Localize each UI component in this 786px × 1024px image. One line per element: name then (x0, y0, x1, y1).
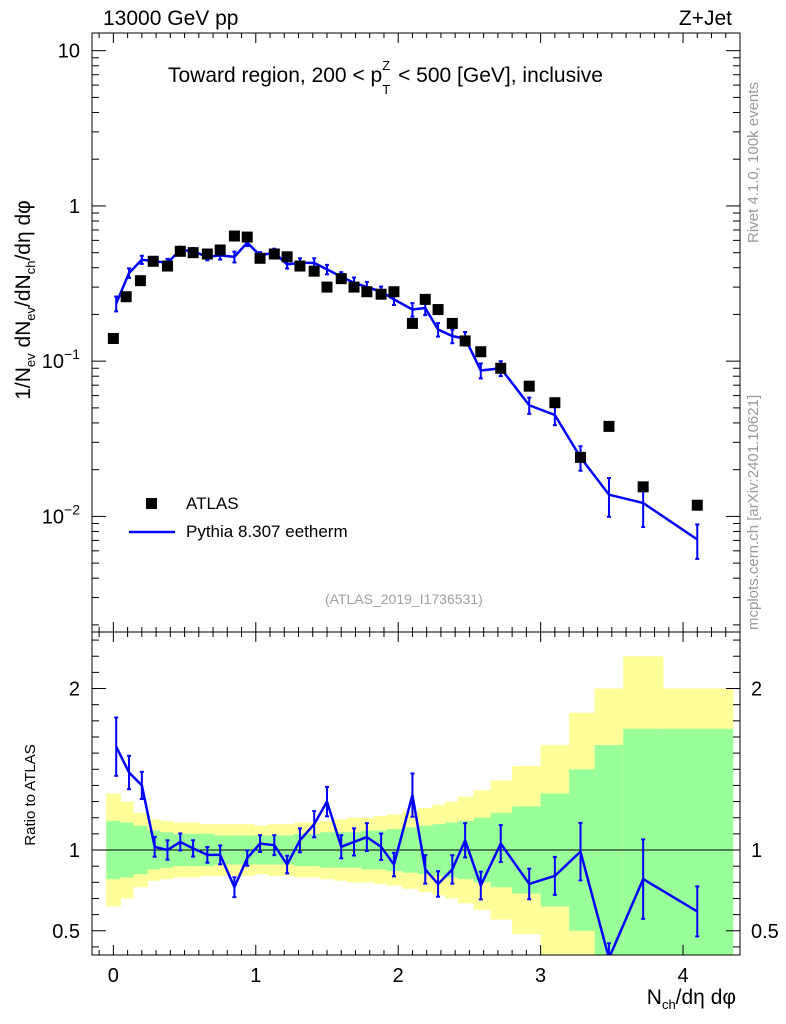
atlas-data-point (174, 245, 186, 257)
atlas-data-point (187, 247, 199, 259)
atlas-data-point (348, 281, 360, 293)
ylabel-sub-b: ev (23, 306, 39, 321)
ylabel-part-b: dN (12, 320, 35, 354)
atlas-data-point (375, 288, 387, 300)
atlas-data-point (406, 317, 418, 329)
ratio-y-tick-label-right: 1 (751, 840, 762, 862)
ratio-series-line (115, 746, 698, 955)
ratio-y-tick-label-left: 1 (69, 840, 80, 862)
x-tick-label: 2 (393, 965, 404, 987)
y-tick-base: 10 (58, 41, 80, 63)
header-process-label: Z+Jet (678, 7, 732, 30)
title-post: < 500 [GeV], inclusive (392, 64, 603, 87)
atlas-data-point (335, 273, 347, 285)
legend-atlas-label: ATLAS (186, 494, 239, 513)
x-axis-label: Nch/dη dφ (647, 986, 736, 1012)
ylabel-part-c: /dN (12, 274, 35, 307)
main-y-axis-label: 1/Nev dNev/dNch/dη dφ (12, 200, 38, 400)
y-tick-base: 10 (42, 506, 64, 528)
atlas-data-point (281, 251, 293, 263)
y-tick-label: 10 (58, 41, 80, 63)
x-tick-label: 0 (108, 965, 119, 987)
legend-atlas-marker (146, 498, 157, 509)
atlas-data-point (268, 248, 280, 260)
atlas-data-point (495, 362, 507, 374)
main-frame (91, 32, 741, 633)
ylabel-part-a: 1/N (12, 367, 35, 400)
atlas-data-point (549, 397, 561, 409)
y-tick-exponent: −1 (64, 346, 80, 362)
y-tick-exponent: −2 (64, 501, 80, 517)
legend-pythia-label: Pythia 8.307 eetherm (186, 522, 348, 541)
atlas-data-point (308, 265, 320, 277)
atlas-data-point (361, 286, 373, 298)
ratio-axes: 0 1 2 3 4 0.5 0.5 1 1 2 2 (52, 33, 779, 987)
ylabel-sub-c: ch (23, 260, 39, 275)
atlas-data-point (574, 451, 586, 463)
legend (129, 498, 175, 534)
atlas-data-point (637, 481, 649, 493)
header-energy-label: 13000 GeV pp (103, 7, 239, 30)
y-tick-label: 1 (69, 196, 80, 218)
ratio-y-tick-label-right: 0.5 (751, 921, 779, 943)
y-tick-label: 10−2 (42, 501, 80, 528)
ratio-y-tick-label-left: 0.5 (52, 921, 80, 943)
xlabel-sub-a: ch (661, 997, 676, 1013)
xlabel-part-b: /dη dφ (675, 986, 736, 1009)
ylabel-sub-a: ev (23, 353, 39, 368)
atlas-data-point (214, 244, 226, 256)
atlas-data-point (294, 260, 306, 272)
atlas-data-point (107, 332, 119, 344)
mcplots-label: mcplots.cern.ch [arXiv:2401.10621] (745, 394, 762, 630)
rivet-version-label: Rivet 4.1.0, 100k events (745, 82, 762, 243)
atlas-data-point (241, 231, 253, 243)
atlas-data-point (446, 317, 458, 329)
atlas-data-point (161, 260, 173, 272)
atlas-data-point (134, 275, 146, 287)
atlas-data-point (120, 291, 132, 303)
y-tick-label: 10−1 (42, 346, 80, 373)
main-series-group (107, 230, 703, 560)
xlabel-part-a: N (646, 986, 662, 1009)
atlas-data-point (523, 380, 535, 392)
ratio-series-group (92, 716, 740, 955)
atlas-data-point (254, 252, 266, 264)
atlas-data-point (419, 293, 431, 305)
ratio-y-tick-label-left: 2 (69, 679, 80, 701)
atlas-data-point (147, 255, 159, 267)
x-tick-label: 1 (250, 965, 261, 987)
atlas-data-point (201, 248, 213, 260)
x-tick-label: 3 (535, 965, 546, 987)
ratio-uncertainty-bands (106, 656, 734, 955)
ylabel-part-d: /dη dφ (12, 200, 35, 261)
title-sup: Z (382, 58, 391, 73)
atlas-data-point (603, 420, 615, 432)
x-tick-label: 4 (677, 965, 688, 987)
atlas-data-point (321, 281, 333, 293)
y-tick-base: 10 (42, 351, 64, 373)
atlas-data-point (475, 346, 487, 358)
atlas-data-point (459, 335, 471, 347)
ratio-frame (91, 631, 741, 956)
atlas-data-point (388, 286, 400, 298)
ratio-y-tick-label-right: 2 (751, 679, 762, 701)
ratio-y-axis-label: Ratio to ATLAS (22, 744, 39, 846)
title-pre: Toward region, 200 < p (168, 64, 383, 87)
analysis-watermark: (ATLAS_2019_I1736531) (325, 591, 483, 607)
atlas-data-point (691, 499, 703, 511)
atlas-data-point (228, 230, 240, 242)
atlas-data-point (432, 304, 444, 316)
title-sub: T (382, 82, 391, 97)
y-tick-base: 1 (69, 196, 80, 218)
